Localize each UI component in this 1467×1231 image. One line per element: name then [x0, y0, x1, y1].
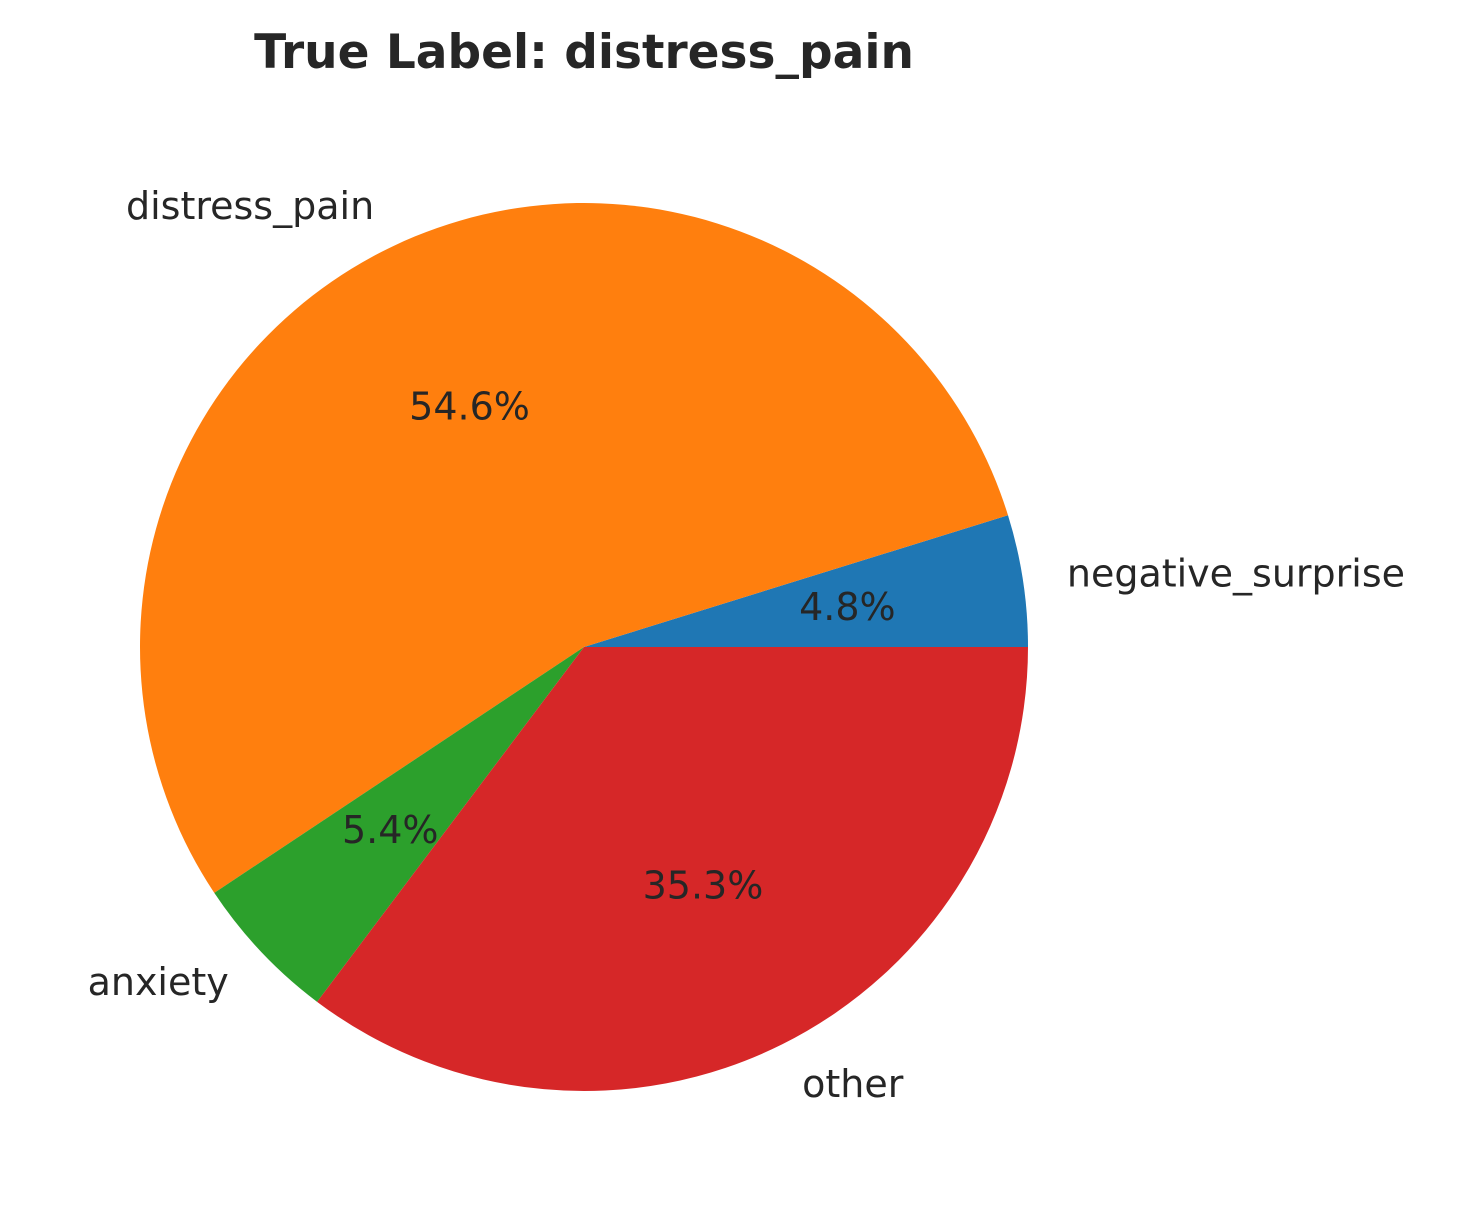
pct-label-distress-pain: 54.6% — [409, 384, 530, 428]
slice-label-negative-surprise: negative_surprise — [1067, 552, 1405, 596]
pct-label-anxiety: 5.4% — [342, 808, 439, 852]
slice-label-distress-pain: distress_pain — [126, 184, 374, 228]
slice-label-other: other — [802, 1062, 904, 1106]
pie-slice-distress-pain — [140, 203, 1008, 893]
pct-label-other: 35.3% — [643, 863, 764, 907]
pie-slice-negative-surprise — [584, 515, 1028, 647]
pct-label-negative-surprise: 4.8% — [799, 585, 896, 629]
pie-labels: 4.8% negative_surprise 54.6% distress_pain 5… — [88, 184, 1405, 1106]
pie-slices — [140, 203, 1028, 1091]
pie-slice-anxiety — [214, 647, 584, 1002]
slice-label-anxiety: anxiety — [88, 960, 229, 1004]
chart-title: True Label: distress_pain — [254, 25, 914, 80]
pie-slice-other — [317, 647, 1028, 1091]
